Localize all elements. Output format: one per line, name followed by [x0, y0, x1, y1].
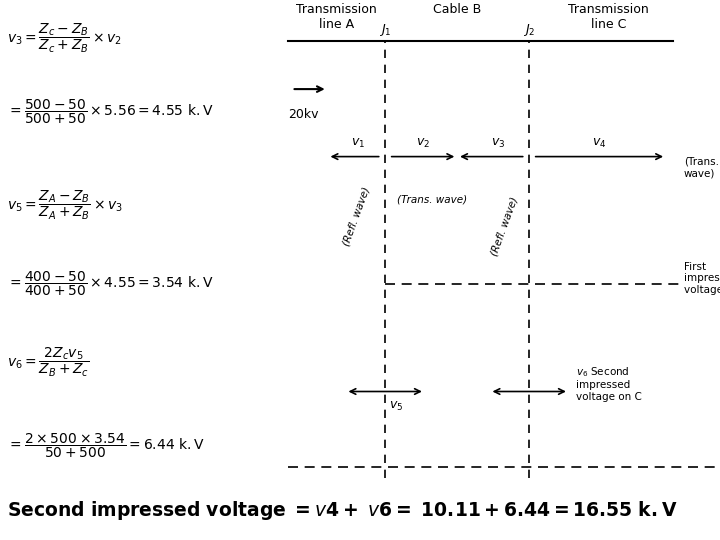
Text: Cable B: Cable B	[433, 3, 482, 16]
Text: (Trans. wave): (Trans. wave)	[397, 195, 467, 205]
Text: $= \dfrac{400 - 50}{400 + 50} \times 4.55 = 3.54\ \mathrm{k.V}$: $= \dfrac{400 - 50}{400 + 50} \times 4.5…	[7, 270, 214, 298]
Text: (Trans.
wave): (Trans. wave)	[684, 157, 719, 178]
Text: $J_2$: $J_2$	[523, 22, 536, 38]
Text: $v_3$: $v_3$	[492, 137, 505, 150]
Text: $J_1$: $J_1$	[379, 22, 392, 38]
Text: First
impressed
voltage on C: First impressed voltage on C	[684, 261, 720, 295]
Text: $= \dfrac{2 \times 500 \times 3.54}{50 + 500} = 6.44\ \mathrm{k.V}$: $= \dfrac{2 \times 500 \times 3.54}{50 +…	[7, 432, 205, 460]
Text: $v_3 = \dfrac{Z_c - Z_B}{Z_c + Z_B} \times v_2$: $v_3 = \dfrac{Z_c - Z_B}{Z_c + Z_B} \tim…	[7, 22, 122, 55]
Text: $\mathbf{Second\ impressed\ voltage\ =}$$\mathit{v}$$\mathbf{4 +\ }$$\mathit{v}$: $\mathbf{Second\ impressed\ voltage\ =}$…	[7, 500, 678, 523]
Text: $v_1$: $v_1$	[351, 137, 365, 150]
Text: $= \dfrac{500 - 50}{500 + 50} \times 5.56 = 4.55\ \mathrm{k.V}$: $= \dfrac{500 - 50}{500 + 50} \times 5.5…	[7, 97, 214, 125]
Text: $v_4$: $v_4$	[593, 137, 606, 150]
Text: (Refl. wave): (Refl. wave)	[489, 196, 519, 258]
Text: $v_5$: $v_5$	[389, 400, 403, 413]
Text: Transmission
line C: Transmission line C	[568, 3, 649, 31]
Text: (Refl. wave): (Refl. wave)	[341, 185, 372, 247]
Text: 20kv: 20kv	[288, 108, 318, 121]
Text: $v_2$: $v_2$	[416, 137, 430, 150]
Text: $v_6 = \dfrac{2Z_c v_5}{Z_B + Z_c}$: $v_6 = \dfrac{2Z_c v_5}{Z_B + Z_c}$	[7, 346, 90, 379]
Text: $v_6$ Second
impressed
voltage on C: $v_6$ Second impressed voltage on C	[576, 365, 642, 402]
Text: Transmission
line A: Transmission line A	[296, 3, 377, 31]
Text: $v_5 = \dfrac{Z_A - Z_B}{Z_A + Z_B} \times v_3$: $v_5 = \dfrac{Z_A - Z_B}{Z_A + Z_B} \tim…	[7, 189, 124, 222]
